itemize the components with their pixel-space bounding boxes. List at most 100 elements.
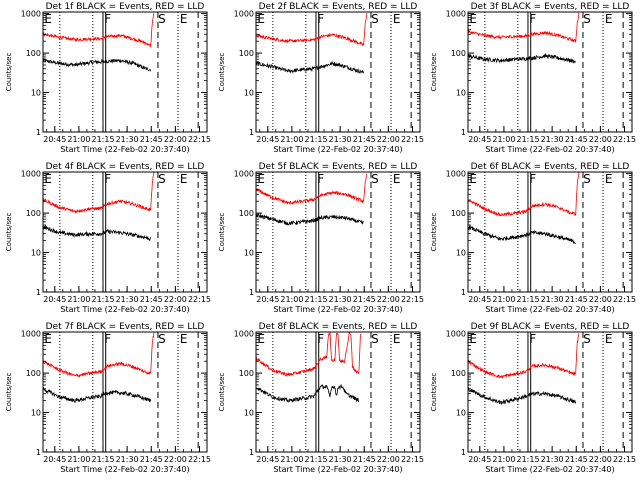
y-tick-label: 1 (36, 128, 41, 137)
y-tick-label: 1 (461, 128, 466, 137)
y-tick-label: 1000 (446, 10, 466, 19)
plot-frame (42, 331, 208, 453)
x-tick-label: 21:15 (91, 455, 114, 464)
panel-title: Det 9f BLACK = Events, RED = LLD (471, 322, 630, 332)
y-tick-label: 100 (451, 369, 466, 378)
region-label: S (583, 172, 591, 186)
y-tick-label: 10 (31, 249, 41, 258)
y-tick-label: 1000 (21, 10, 41, 19)
y-axis-label: Counts/sec (430, 53, 438, 92)
panel-title: Det 3f BLACK = Events, RED = LLD (471, 2, 630, 12)
region-label: S (371, 332, 379, 346)
region-label: E (605, 12, 613, 26)
x-axis-label: Start Time (22-Feb-02 20:37:40) (485, 145, 614, 154)
x-tick-label: 21:45 (565, 295, 588, 304)
series-line-lld (42, 332, 155, 378)
region-label: E (257, 172, 265, 186)
y-axis-label: Counts/sec (5, 373, 13, 412)
y-tick-label: 10 (31, 409, 41, 418)
y-tick-label: 1000 (446, 330, 466, 339)
y-tick-label: 1 (36, 448, 41, 457)
plot-frame (467, 331, 633, 453)
x-tick-label: 22:15 (188, 135, 211, 144)
x-tick-label: 22:00 (589, 295, 612, 304)
region-label: F (317, 12, 324, 26)
x-axis-label: Start Time (22-Feb-02 20:37:40) (485, 305, 614, 314)
x-tick-label: 21:00 (492, 455, 515, 464)
y-axis-label: Counts/sec (218, 373, 226, 412)
series-line-events (42, 57, 152, 72)
region-label: F (529, 12, 536, 26)
x-tick-label: 21:15 (91, 135, 114, 144)
plot-frame (467, 11, 633, 133)
plot-frame (467, 171, 633, 293)
y-tick-label: 10 (456, 249, 466, 258)
y-axis-label: Counts/sec (218, 213, 226, 252)
x-tick-label: 20:45 (43, 295, 66, 304)
x-tick-label: 20:45 (256, 135, 279, 144)
y-axis-label: Counts/sec (5, 53, 13, 92)
panel-title: Det 5f BLACK = Events, RED = LLD (259, 162, 418, 172)
series-line-events (42, 387, 152, 403)
plot-frame (42, 11, 208, 133)
series-line-events (42, 224, 152, 242)
y-tick-label: 1000 (21, 170, 41, 179)
x-tick-label: 20:45 (43, 135, 66, 144)
x-tick-label: 21:00 (280, 295, 303, 304)
region-label: F (317, 172, 324, 186)
region-label: E (180, 12, 188, 26)
panel-title: Det 1f BLACK = Events, RED = LLD (46, 2, 205, 12)
panel-title: Det 8f BLACK = Events, RED = LLD (259, 322, 418, 332)
y-tick-label: 100 (26, 49, 41, 58)
series-line-lld (255, 173, 368, 205)
x-tick-label: 21:45 (565, 135, 588, 144)
region-label: F (104, 332, 111, 346)
x-tick-label: 21:30 (329, 455, 352, 464)
y-tick-label: 10 (244, 249, 254, 258)
x-tick-label: 22:00 (164, 295, 187, 304)
panel-title: Det 4f BLACK = Events, RED = LLD (46, 162, 205, 172)
plot-frame (255, 331, 421, 453)
y-tick-label: 10 (31, 89, 41, 98)
series-line-events (255, 212, 364, 226)
x-tick-label: 22:00 (164, 135, 187, 144)
series-line-events (467, 225, 576, 244)
y-tick-label: 100 (239, 209, 254, 218)
region-label: S (371, 12, 379, 26)
region-label: S (158, 332, 166, 346)
x-tick-label: 22:15 (188, 455, 211, 464)
x-tick-label: 20:45 (43, 455, 66, 464)
x-tick-label: 20:45 (468, 295, 491, 304)
x-tick-label: 21:15 (304, 295, 327, 304)
x-axis-label: Start Time (22-Feb-02 20:37:40) (60, 465, 189, 474)
panel-title: Det 6f BLACK = Events, RED = LLD (471, 162, 630, 172)
region-label: E (44, 332, 52, 346)
y-tick-label: 10 (456, 89, 466, 98)
y-tick-label: 1 (249, 128, 254, 137)
x-axis-label: Start Time (22-Feb-02 20:37:40) (273, 465, 402, 474)
region-label: F (104, 172, 111, 186)
region-label: E (469, 12, 477, 26)
x-tick-label: 21:00 (492, 135, 515, 144)
y-tick-label: 100 (239, 369, 254, 378)
x-tick-label: 21:45 (353, 135, 376, 144)
y-tick-label: 1000 (234, 330, 254, 339)
y-axis-label: Counts/sec (5, 213, 13, 252)
region-label: F (104, 12, 111, 26)
y-axis-label: Counts/sec (218, 53, 226, 92)
region-label: E (180, 332, 188, 346)
x-tick-label: 21:45 (353, 455, 376, 464)
series-line-lld (467, 172, 580, 217)
x-tick-label: 21:30 (541, 135, 564, 144)
y-tick-label: 1 (249, 288, 254, 297)
x-axis-label: Start Time (22-Feb-02 20:37:40) (60, 145, 189, 154)
x-tick-label: 21:00 (280, 135, 303, 144)
series-line-events (467, 387, 577, 406)
y-tick-label: 100 (451, 49, 466, 58)
x-tick-label: 21:15 (304, 135, 327, 144)
